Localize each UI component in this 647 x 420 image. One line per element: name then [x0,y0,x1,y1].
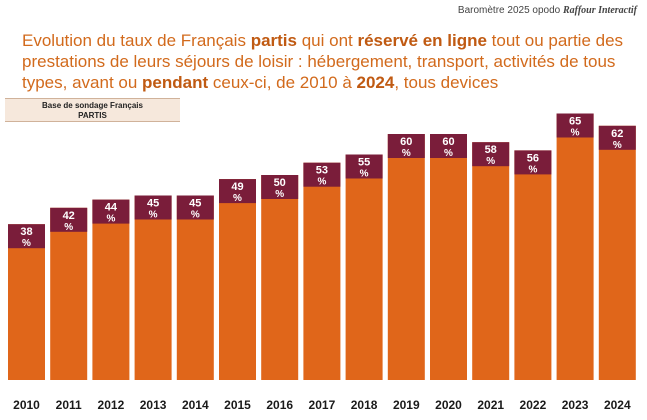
bar-2020: 60% [430,134,467,380]
bar-cap [50,207,88,232]
bar-value-label: 45% [189,198,201,221]
survey-base-box: Base de sondage Français PARTIS [5,98,180,122]
bar-2017: 53% [303,162,341,380]
bar-value-label: 55% [358,157,370,180]
bar-cap [8,224,45,249]
bar-cap [430,134,467,158]
bar-cap [303,162,341,187]
bar-2016: 50% [261,175,299,380]
bar-value-label: 42% [63,210,75,233]
source-label: Baromètre 2025 opodo Raffour Interactif [458,5,637,16]
bar-2013: 45% [134,195,172,380]
bar-value-label: 60% [442,136,454,159]
bar-cap [472,142,510,167]
x-tick-label: 2011 [56,398,82,412]
bar-body [92,199,130,380]
bar-body [219,179,256,380]
title-part: qui ont [296,31,358,50]
bar-cap [387,134,425,158]
title-part: pendant [142,73,209,92]
x-tick-label: 2014 [182,398,209,412]
bar-body [303,162,341,380]
bar-body [261,175,299,380]
bar-cap [134,195,172,220]
bar-body [472,142,510,380]
title-part: ceux-ci, de 2010 à [208,73,357,92]
bar-cap [176,195,214,220]
bar-value-label: 56% [527,152,539,175]
bar-body [556,113,594,380]
bar-value-label: 58% [485,144,497,167]
title-part: 2024 [356,73,395,92]
bar-value-label: 45% [147,198,159,221]
title-part: réservé en ligne [357,31,487,50]
bar-cap [92,199,130,224]
bar-2014: 45% [176,195,214,380]
bar-body [387,134,425,380]
title-part: Evolution du taux de Français [22,31,251,50]
bar-cap [345,154,383,179]
bar-body [176,195,214,380]
x-tick-label: 2018 [351,398,378,412]
bar-value-label: 60% [400,136,412,159]
x-tick-label: 2020 [435,398,462,412]
bar-2021: 58% [472,142,510,380]
bar-value-label: 49% [231,181,243,204]
bar-2022: 56% [514,150,552,380]
bar-body [8,224,45,380]
x-tick-label: 2024 [604,398,631,412]
x-tick-label: 2017 [309,398,336,412]
bar-value-label: 38% [20,226,32,249]
bar-2012: 44% [92,199,130,380]
x-tick-label: 2010 [13,398,40,412]
x-tick-label: 2021 [477,398,504,412]
chart-title: Evolution du taux de Français partis qui… [22,30,632,93]
x-tick-label: 2016 [266,398,293,412]
bar-cap [261,175,299,199]
bar-cap [219,179,256,204]
x-tick-label: 2019 [393,398,420,412]
bar-body [514,150,552,380]
x-tick-label: 2015 [224,398,251,412]
title-part: partis [250,31,297,50]
bar-cap [514,150,552,175]
bar-2023: 65% [556,113,594,380]
bar-2024: 62% [598,125,636,380]
bar-value-label: 62% [611,128,623,151]
bar-value-label: 65% [569,116,581,139]
bar-cap [598,125,636,150]
bar-body [345,154,383,380]
survey-base-line2: PARTIS [78,111,107,120]
bar-2011: 42% [50,207,88,380]
source-brand: Raffour Interactif [563,5,637,16]
bar-cap [556,113,594,138]
bar-2019: 60% [387,134,425,380]
bar-value-label: 44% [105,202,118,225]
x-tick-label: 2023 [562,398,589,412]
bar-2015: 49% [219,179,256,380]
title-part: tout ou partie des prestations de leurs … [22,31,624,92]
survey-base-line1: Base de sondage Français [42,101,143,110]
x-tick-label: 2022 [520,398,547,412]
bar-body [430,134,467,380]
bar-value-label: 50% [274,177,286,200]
bar-2010: 38% [8,224,45,380]
bar-2018: 55% [345,154,383,380]
x-tick-label: 2013 [140,398,167,412]
bar-body [50,207,88,380]
bar-value-label: 53% [316,165,328,188]
title-part: , tous devices [394,73,499,92]
x-tick-label: 2012 [98,398,125,412]
source-prefix: Baromètre 2025 opodo [457,5,563,16]
bar-body [598,125,636,380]
bar-body [134,195,172,380]
